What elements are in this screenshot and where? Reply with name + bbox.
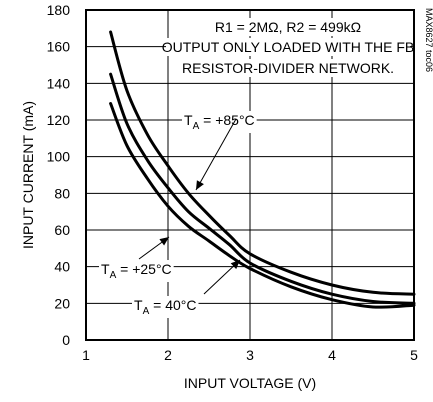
series-label-background [99,260,174,282]
y-tick-label: 180 [47,2,71,18]
series-label-prefix: T [184,112,193,128]
x-tick-label: 2 [164,347,172,363]
plot-frame [85,9,415,341]
series-label: TA = +25°C [99,260,174,282]
x-tick-label: 1 [82,347,90,363]
series-label-subscript: A [193,121,200,132]
label-arrowhead [196,180,204,190]
svg-text:TA = 40°C: TA = 40°C [134,297,196,317]
series-label-subscript: A [110,270,117,281]
series-label-subscript: A [143,306,150,317]
svg-text:TA = +85°C: TA = +85°C [184,112,255,132]
x-tick-label: 5 [410,347,418,363]
curves [109,30,416,309]
y-tick-label: 100 [47,149,71,165]
y-tick-label: 20 [54,295,70,311]
series-label: TA = +85°C [182,111,257,133]
label-arrowhead [159,237,169,246]
y-tick-label: 60 [54,222,70,238]
chart-note: RESISTOR-DIVIDER NETWORK. [182,60,394,76]
series-label-text: = 40°C [149,297,196,313]
series-label-background [132,296,199,318]
tick-labels: 1 2 3 4 5 0 20 40 60 80 100 120 140 160 180 [47,2,418,363]
chart-note: R1 = 2MΩ, R2 = 499kΩ [215,19,361,35]
series-line [109,102,416,309]
series-label-text: = +85°C [199,112,254,128]
x-tick-label: 4 [328,347,336,363]
series-label-prefix: T [134,297,143,313]
series-label-background [182,111,257,133]
series-line [109,72,416,305]
label-arrowhead [230,260,240,270]
y-tick-label: 140 [47,75,71,91]
y-axis-label: INPUT CURRENT (mA) [20,101,36,249]
series-label: TA = 40°C [132,296,199,318]
label-leader-line [195,118,237,191]
annotations: R1 = 2MΩ, R2 = 499kΩ OUTPUT ONLY LOADED W… [99,18,414,318]
svg-text:TA = +25°C: TA = +25°C [101,261,172,281]
x-axis-label: INPUT VOLTAGE (V) [184,375,316,391]
series-line [109,30,416,296]
y-tick-label: 0 [62,332,70,348]
chart-note: OUTPUT ONLY LOADED WITH THE FB [162,39,415,55]
note-background [180,59,396,77]
y-tick-label: 40 [54,259,70,275]
note-background [219,18,357,36]
series-label-prefix: T [101,261,110,277]
x-tick-label: 3 [246,347,254,363]
y-tick-label: 160 [47,39,71,55]
y-tick-label: 80 [54,185,70,201]
chart-id: MAX8627 toc06 [424,8,433,72]
series-label-text: = +25°C [116,261,171,277]
note-background [166,38,410,56]
y-tick-label: 120 [47,112,71,128]
